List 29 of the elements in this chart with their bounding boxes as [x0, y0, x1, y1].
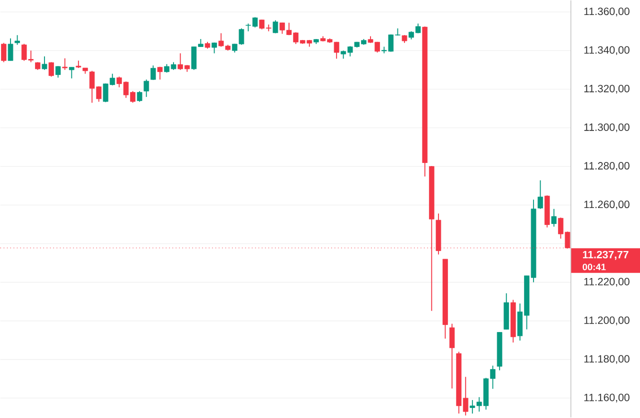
text: 00:41: [582, 264, 606, 270]
y-tick-label: 11.340,00: [584, 46, 630, 56]
y-tick-label: 11.260,00: [584, 200, 630, 210]
y-tick-label: 11.300,00: [584, 124, 630, 132]
candlestick: [69, 66, 74, 79]
candlestick: [42, 56, 48, 70]
candlestick: [48, 62, 54, 78]
y-tick-label: 11.320,00: [584, 84, 630, 94]
candlestick: [157, 66, 163, 80]
y-tick-label: 11.160,00: [584, 394, 630, 403]
y-tick-label: 11.180,00: [584, 355, 630, 364]
candlestick: [150, 65, 156, 80]
y-tick-label: 11.220,00: [584, 278, 630, 287]
candlestick: [1, 42, 6, 63]
candlestick: [136, 90, 142, 102]
candlestick: [8, 38, 14, 62]
candlestick: [449, 323, 455, 389]
y-tick-label: 11.200,00: [584, 316, 630, 326]
candlestick: [551, 208, 557, 228]
candlestick: [55, 66, 61, 78]
ref-line-label: 11.237,77: [582, 250, 628, 260]
candlestick: [212, 42, 217, 54]
y-tick-label: 11.360,00: [584, 8, 630, 16]
candlestick: [538, 180, 543, 210]
candlestick: [144, 79, 150, 98]
candlestick: [272, 20, 278, 34]
y-tick-label: 11.280,00: [584, 162, 630, 171]
candlestick: [62, 58, 68, 70]
candlestick: [14, 34, 20, 46]
